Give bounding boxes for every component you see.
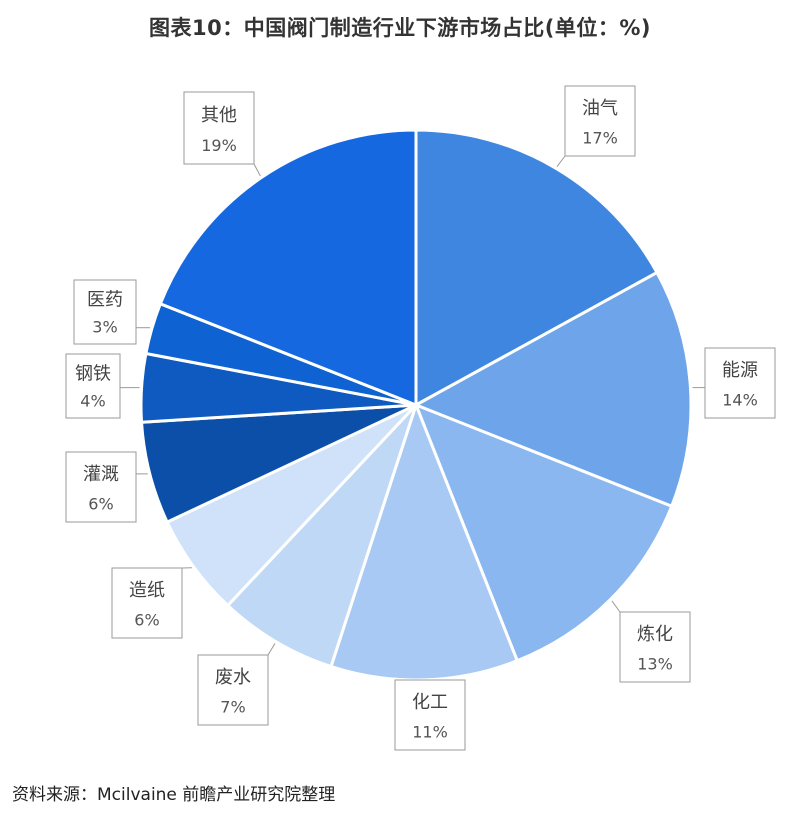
slice-value-label: 19% [201,136,237,155]
slice-value-label: 6% [88,494,113,513]
source-note: 资料来源：Mcilvaine 前瞻产业研究院整理 [12,785,336,805]
label-box [704,347,776,419]
slice-label-8: 钢铁 4% [65,353,121,419]
slice-label-10: 其他 19% [183,91,255,165]
slice-value-label: 11% [412,722,448,741]
slice-category-label: 医药 [87,290,123,311]
label-box [111,567,183,639]
slice-label-3: 炼化 13% [619,611,691,683]
chart-title: 图表10：中国阀门制造行业下游市场占比(单位：%) [149,16,651,40]
slice-category-label: 灌溉 [83,464,119,485]
leader-line-3 [611,600,621,613]
label-box [394,679,466,751]
pie-slice-3 [413,402,674,663]
slice-category-label: 化工 [412,692,448,713]
slice-value-label: 6% [134,610,159,629]
slice-label-1: 油气 17% [564,85,636,157]
slice-category-label: 造纸 [129,580,165,601]
slice-category-label: 炼化 [637,624,673,645]
label-box [197,654,269,726]
pie-slice-5 [225,403,418,669]
slice-label-6: 造纸 6% [111,567,183,639]
slice-value-label: 13% [637,654,673,673]
slice-value-label: 14% [722,390,758,409]
label-box [619,611,691,683]
leader-line-1 [556,155,566,167]
label-box [73,279,137,345]
slice-category-label: 能源 [722,360,758,381]
slice-value-label: 17% [582,128,618,147]
label-box [65,353,121,419]
slice-label-5: 废水 7% [197,654,269,726]
pie-slice-2 [412,270,693,509]
leader-line-10 [253,163,261,177]
leader-line-5 [267,643,276,656]
slice-category-label: 钢铁 [75,364,111,385]
slice-label-9: 医药 3% [73,279,137,345]
slice-label-7: 灌溉 6% [65,451,137,523]
slice-value-label: 7% [220,697,245,716]
label-leaders [120,155,705,656]
slice-category-label: 其他 [201,105,237,126]
label-box [65,451,137,523]
slice-label-4: 化工 11% [394,679,466,751]
slice-value-label: 3% [92,317,117,336]
label-box [183,91,255,165]
slice-label-2: 能源 14% [704,347,776,419]
slice-value-label: 4% [80,391,105,410]
pie-slice-10 [158,128,418,408]
slice-labels: 油气 17% 能源 14% 炼化 13% 化工 11% 废水 7% 造纸 6% 灌溉 6% 钢铁 4% 医药 3%… [65,85,776,751]
slice-category-label: 废水 [215,667,251,688]
slice-category-label: 油气 [582,98,618,119]
pie-slices [139,128,693,682]
pie-slice-1 [414,128,660,408]
label-box [564,85,636,157]
